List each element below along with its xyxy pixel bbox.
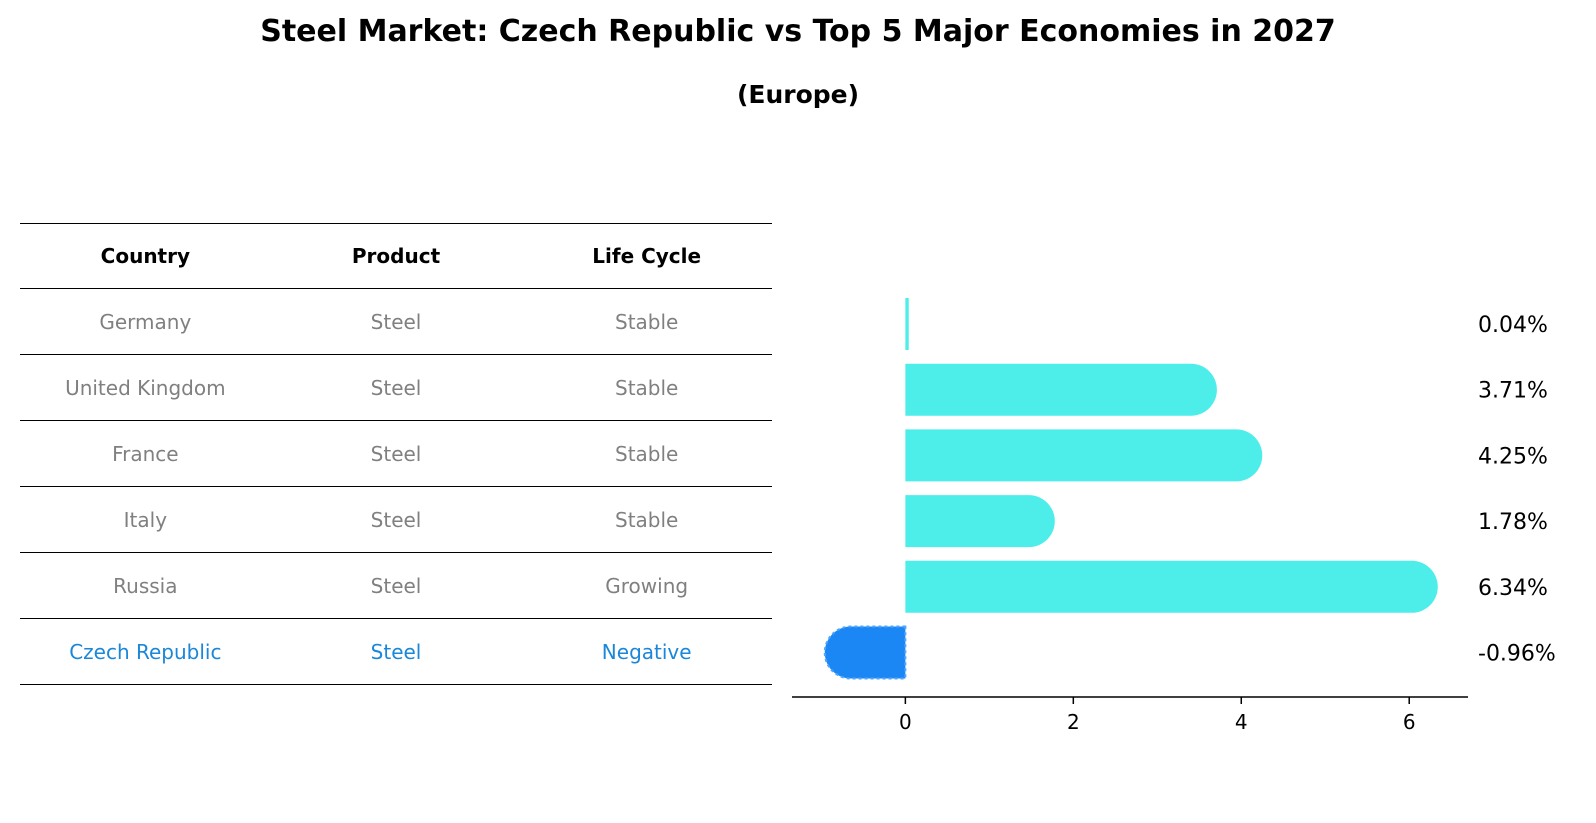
cell-country: United Kingdom — [65, 375, 226, 400]
bar-france — [905, 429, 1263, 482]
cell-product: Steel — [370, 507, 422, 532]
cell-country: Italy — [123, 507, 168, 532]
value-labels-group: 0.04% 3.71% 4.25% 1.78% 6.34% -0.96% — [1478, 313, 1556, 667]
cell-product: Steel — [370, 639, 422, 664]
cell-life-cycle: Negative — [601, 639, 692, 664]
bar-italy — [905, 495, 1055, 548]
x-tick-label: 4 — [1235, 710, 1248, 734]
table-row: United Kingdom Steel Stable — [20, 355, 772, 421]
cell-product: Steel — [370, 309, 422, 334]
cell-life-cycle: Stable — [615, 309, 679, 334]
cell-product: Steel — [370, 375, 422, 400]
x-ticks-group: 0 2 4 6 — [899, 697, 1416, 734]
header-country: Country — [100, 244, 191, 268]
table-header-row: Country Product Life Cycle — [20, 223, 772, 289]
table-row: Russia Steel Growing — [20, 553, 772, 619]
bar-czech-republic — [823, 625, 907, 680]
chart-subtitle: (Europe) — [736, 80, 860, 109]
value-label: 4.25% — [1478, 444, 1548, 469]
value-label: -0.96% — [1478, 642, 1556, 667]
value-label: 3.71% — [1478, 379, 1548, 404]
cell-country: Germany — [99, 309, 192, 334]
cell-life-cycle: Stable — [615, 507, 679, 532]
chart-title: Steel Market: Czech Republic vs Top 5 Ma… — [260, 14, 1336, 49]
bar-germany — [905, 298, 909, 350]
value-label: 1.78% — [1478, 510, 1548, 535]
x-tick-label: 6 — [1403, 710, 1416, 734]
bar-russia — [905, 560, 1438, 613]
cell-country: Russia — [113, 573, 178, 598]
value-label: 6.34% — [1478, 576, 1548, 601]
table-row: Germany Steel Stable — [20, 289, 772, 355]
header-life-cycle: Life Cycle — [592, 244, 702, 268]
cell-country: Czech Republic — [69, 639, 222, 664]
cell-life-cycle: Stable — [615, 375, 679, 400]
x-tick-label: 2 — [1067, 710, 1080, 734]
table-row-highlighted: Czech Republic Steel Negative — [20, 619, 772, 685]
data-table: Country Product Life Cycle Germany Steel… — [20, 223, 772, 685]
cell-life-cycle: Stable — [615, 441, 679, 466]
cell-life-cycle: Growing — [605, 573, 689, 598]
cell-country: France — [112, 441, 179, 466]
bars-group — [823, 298, 1438, 680]
value-label: 0.04% — [1478, 313, 1548, 338]
header-product: Product — [351, 244, 441, 268]
x-tick-label: 0 — [899, 710, 912, 734]
bar-united-kingdom — [905, 363, 1217, 416]
cell-product: Steel — [370, 573, 422, 598]
cell-product: Steel — [370, 441, 422, 466]
table-row: France Steel Stable — [20, 421, 772, 487]
table-row: Italy Steel Stable — [20, 487, 772, 553]
